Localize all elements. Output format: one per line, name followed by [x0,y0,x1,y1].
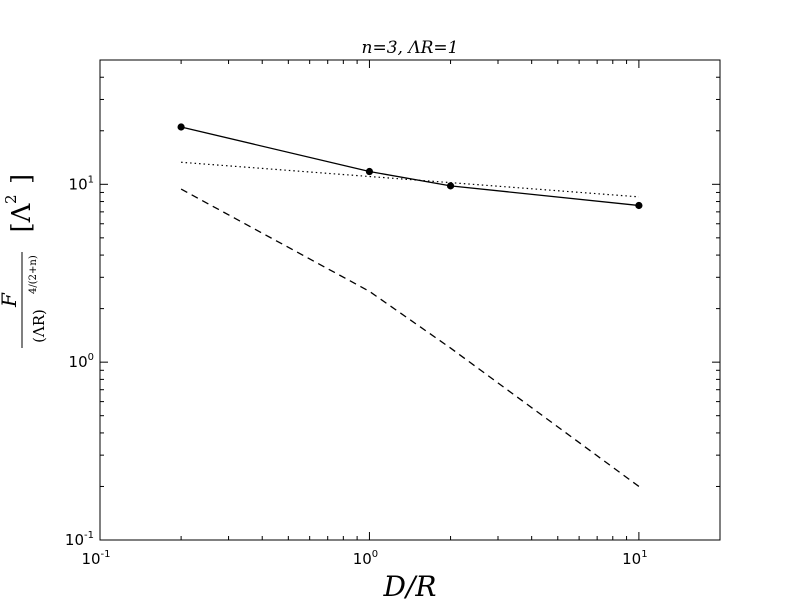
y-label-numerator: F [0,292,21,308]
y-label-units: [Λ [7,202,37,232]
data-point [635,201,643,210]
x-tick-label: 101 [622,549,647,568]
series-line-dashed [180,188,640,487]
y-tick-label: 101 [69,174,94,193]
series-line-dotted [181,161,639,198]
y-label-denominator-exponent: 4/(2+n) [28,255,39,294]
y-label-denominator: (ΛR) [30,309,48,343]
x-tick-label: 100 [353,549,378,568]
axes-frame [99,59,721,541]
series-line-solid-markers [180,126,639,207]
x-axis-label: D/R [383,570,437,600]
x-tick-label: 10-1 [81,549,110,568]
chart-title: n=3, ΛR=1 [362,38,459,58]
y-axis-label: F (ΛR) 4/(2+n) [Λ 2 ] [0,174,48,348]
y-label-units-close: ] [7,174,37,184]
axis-ticks: 10-1 100 101 10-1 100 101 [65,60,720,568]
data-point [446,182,455,190]
data-point [365,167,374,176]
y-tick-label: 10-1 [65,530,94,549]
y-label-units-exponent: 2 [2,194,20,204]
plot-area [177,123,643,487]
y-tick-label: 100 [69,352,94,371]
data-point [177,123,185,131]
